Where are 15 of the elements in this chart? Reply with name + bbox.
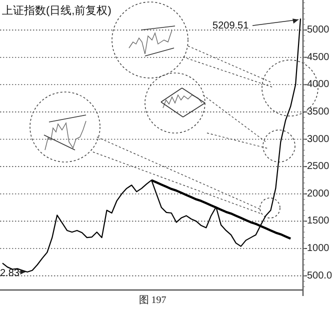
chart-title: 上证指数(日线,前复权): [2, 4, 112, 17]
y-tick-label: 2500: [307, 161, 330, 172]
annotation: 5209.51: [212, 20, 250, 32]
y-tick-label: 4000: [307, 79, 330, 90]
y-tick-label: 2000: [307, 188, 330, 200]
caption: 图 197: [138, 295, 166, 306]
y-tick-label: 1500: [307, 216, 330, 227]
y-tick-label: 500.0: [307, 270, 332, 282]
y-tick-label: 3000: [307, 134, 330, 145]
y-tick-label: 1000: [307, 242, 330, 254]
annotation: 2.83: [0, 268, 20, 279]
y-tick-label: 4500: [307, 52, 330, 63]
y-tick-label: 5000: [307, 24, 330, 36]
y-tick-label: 3500: [307, 106, 330, 118]
line-series: [150, 179, 292, 240]
